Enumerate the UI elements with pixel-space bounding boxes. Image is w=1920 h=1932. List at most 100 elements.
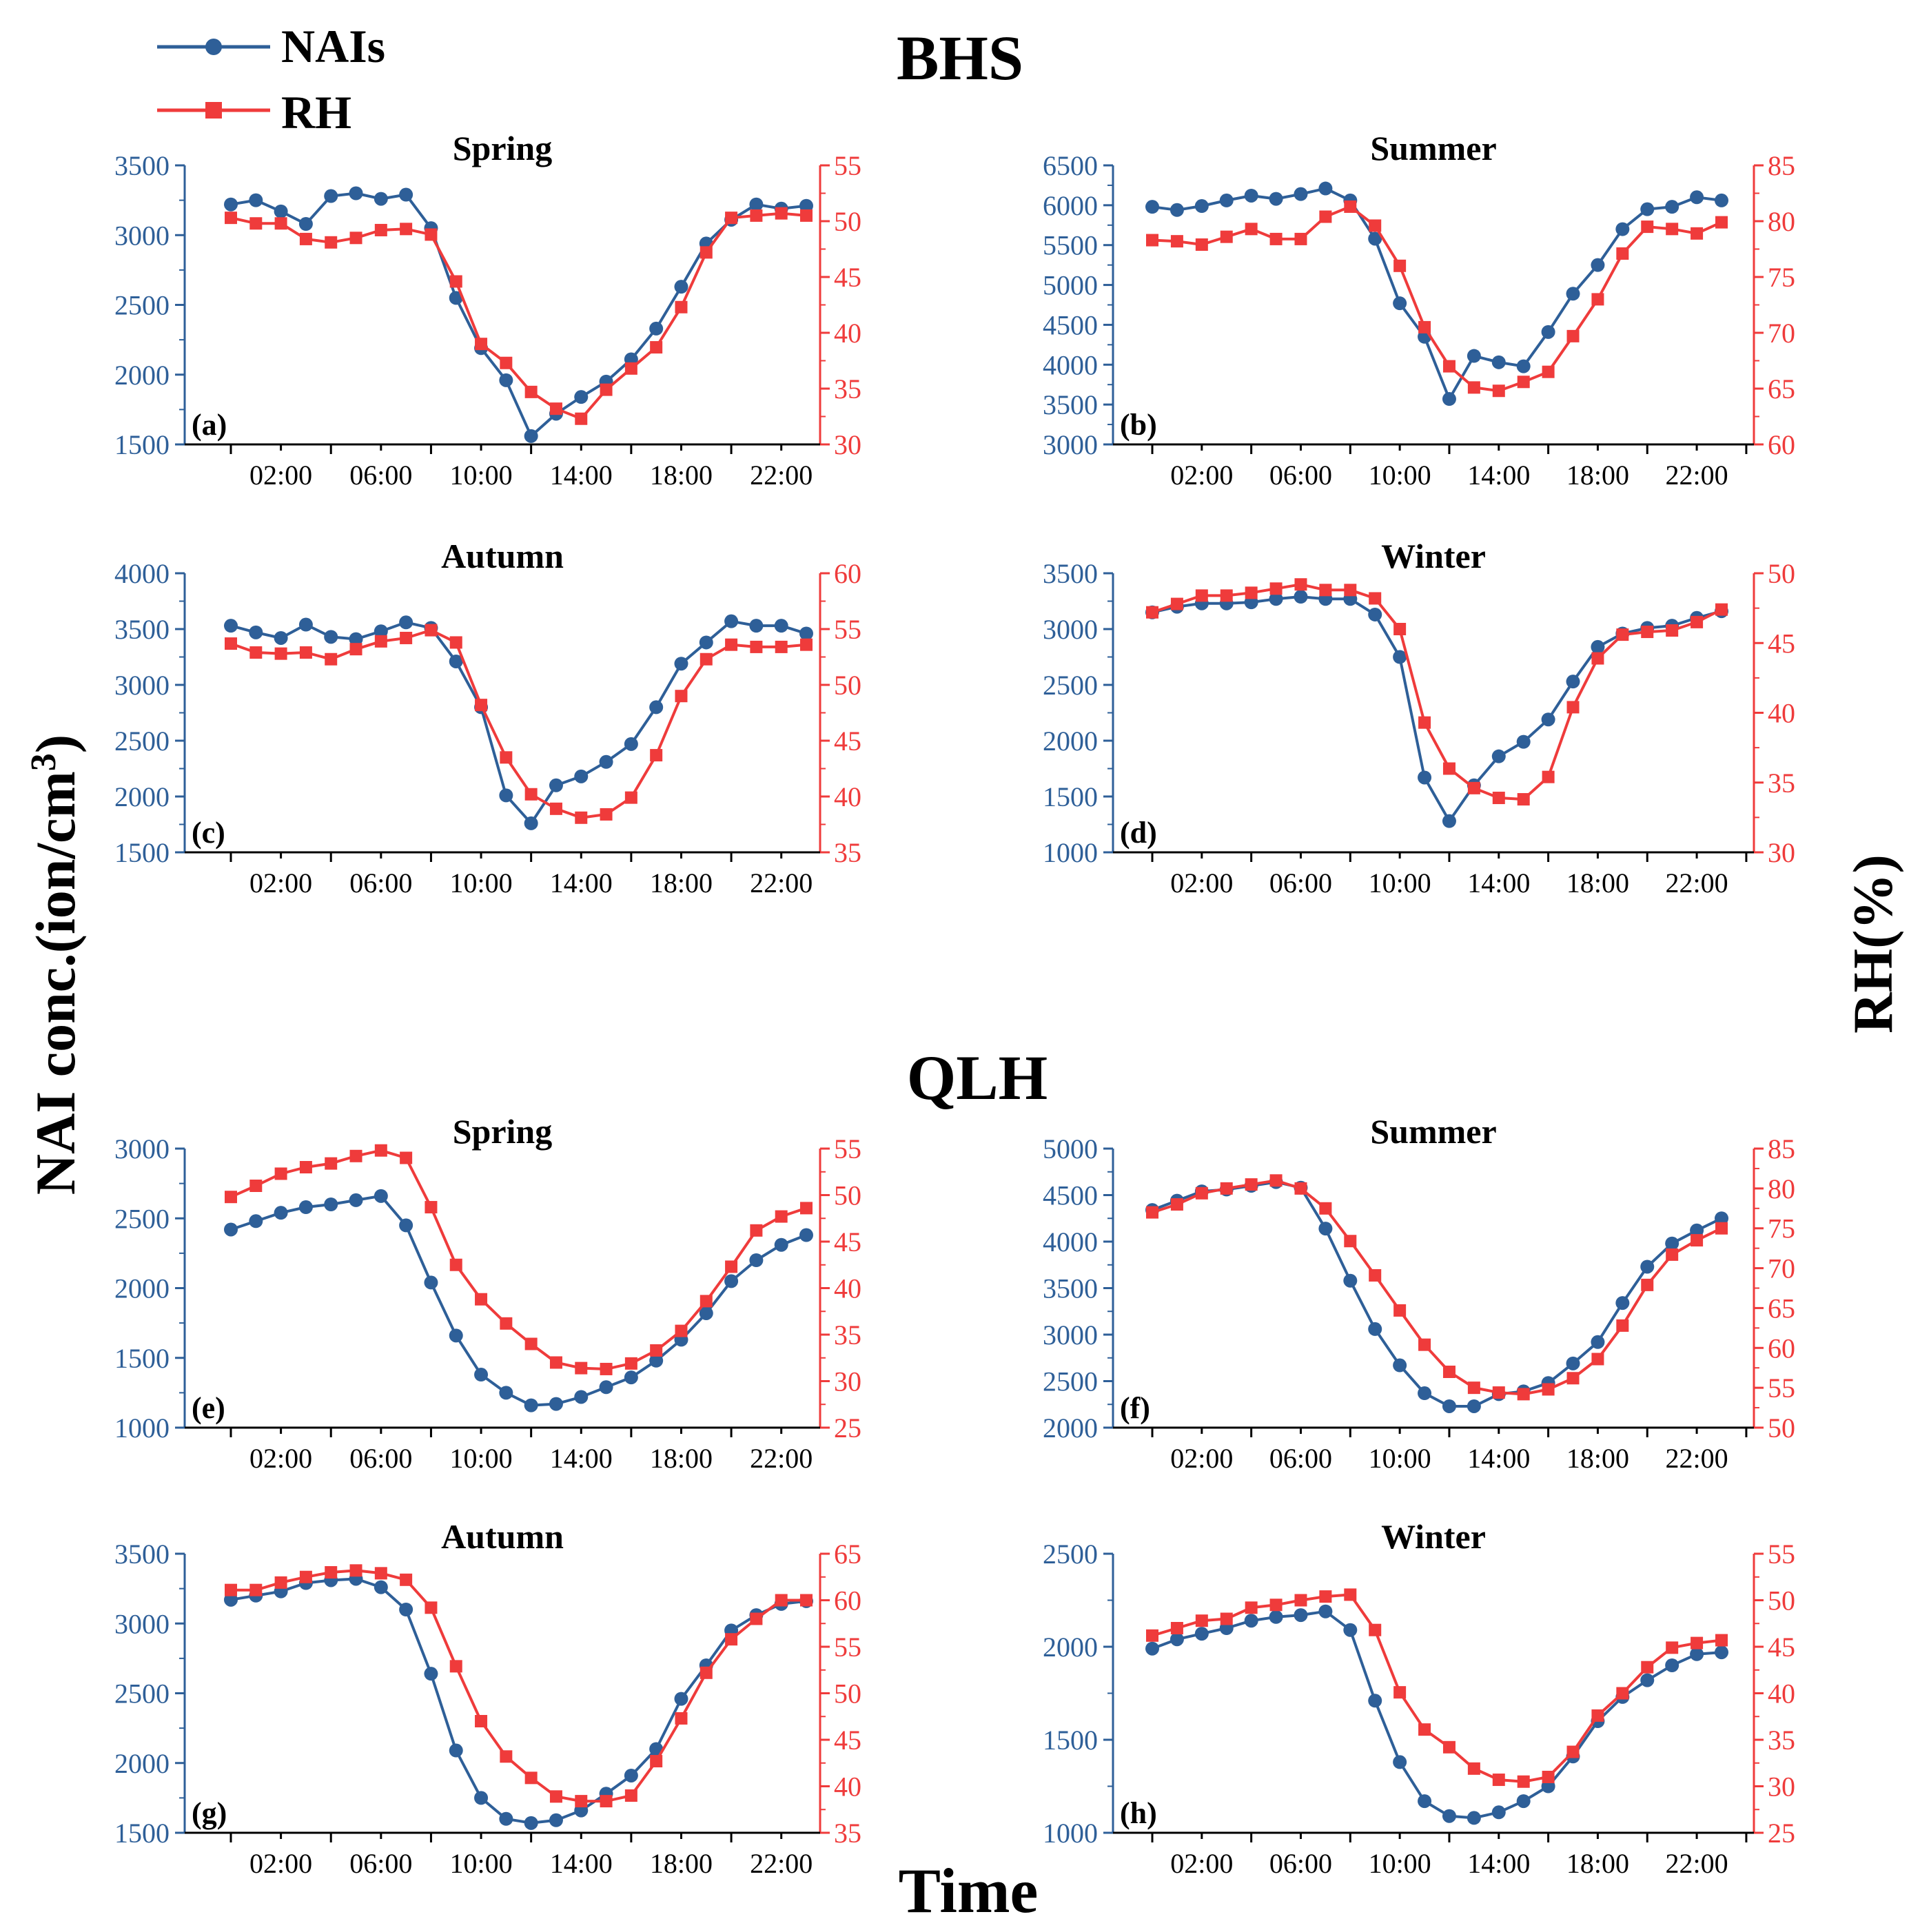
rh-data-point (1393, 1686, 1407, 1699)
rh-data-point (225, 1191, 237, 1204)
nai-data-point (1491, 1805, 1506, 1820)
rh-data-point (675, 690, 688, 703)
site-title-bhs: BHS (897, 23, 1023, 93)
rh-data-point (249, 1180, 263, 1192)
nai-data-point (724, 614, 739, 628)
rh-data-point (1691, 1636, 1704, 1650)
y-axis-label-left: NAI conc.(ion/cm3) (24, 734, 88, 1195)
nai-data-point (574, 769, 589, 783)
x-tick-label: 14:00 (1467, 1848, 1530, 1879)
rh-data-point (1666, 624, 1679, 637)
rh-data-point (475, 1293, 488, 1306)
nai-data-point (298, 1200, 313, 1215)
nai-data-point (774, 1237, 788, 1252)
nai-data-point (799, 198, 813, 213)
rh-data-point (1220, 1182, 1233, 1195)
rh-data-point (1418, 716, 1431, 729)
rh-data-point (1591, 293, 1604, 306)
nai-data-point (274, 630, 288, 645)
nai-data-point (624, 737, 638, 751)
rh-data-point (1393, 623, 1407, 635)
right-tick-label: 55 (834, 1133, 861, 1164)
left-tick-label: 3500 (114, 1539, 170, 1570)
left-tick-label: 2000 (114, 360, 170, 391)
nai-data-point (699, 1306, 713, 1320)
rh-data-point (1715, 1222, 1728, 1235)
rh-data-point (1517, 793, 1530, 806)
nai-data-point (1393, 650, 1407, 664)
x-axis-label-bottom: Time (899, 1856, 1039, 1926)
rh-data-point (1369, 1268, 1382, 1282)
nai-data-point (549, 1813, 563, 1827)
rh-data-point (524, 1337, 538, 1350)
x-tick-label: 22:00 (1666, 1848, 1728, 1879)
left-tick-label: 2500 (114, 1678, 170, 1709)
rh-data-point (1616, 1319, 1629, 1332)
legend-nai-marker (205, 39, 222, 55)
nai-data-point (1541, 325, 1555, 339)
nai-data-point (524, 816, 538, 830)
nai-data-point (1467, 1811, 1481, 1825)
nai-data-point (1368, 607, 1382, 621)
nai-data-point (1145, 1641, 1159, 1656)
rh-data-point (325, 1157, 338, 1170)
rh-data-point (1666, 1248, 1679, 1261)
rh-data-point (1294, 1594, 1307, 1607)
x-tick-label: 10:00 (1369, 1443, 1431, 1474)
nai-data-point (1343, 1623, 1358, 1637)
nai-data-point (1219, 193, 1234, 207)
nai-data-point (524, 1816, 538, 1830)
right-tick-label: 40 (834, 781, 861, 812)
nai-series-line (230, 1194, 807, 1407)
rh-data-point (249, 646, 263, 659)
x-tick-label: 18:00 (650, 1848, 713, 1879)
rh-data-point (575, 1361, 588, 1375)
nai-data-point (1368, 1322, 1382, 1336)
rh-data-point (1418, 1338, 1431, 1351)
left-tick-label: 1500 (114, 1818, 170, 1849)
rh-data-point (374, 635, 387, 648)
rh-data-point (624, 1357, 637, 1370)
nai-data-point (374, 1580, 388, 1594)
nai-data-point (449, 1743, 463, 1758)
rh-data-point (1220, 230, 1233, 243)
nai-data-point (674, 280, 688, 294)
nai-data-point (649, 1742, 664, 1756)
x-tick-label: 02:00 (1170, 867, 1233, 898)
rh-data-point (1442, 762, 1456, 775)
nai-data-point (474, 1368, 489, 1382)
rh-data-point (699, 652, 713, 666)
x-tick-label: 22:00 (1666, 460, 1728, 491)
nai-data-point (1690, 1223, 1704, 1237)
panel-label: (h) (1120, 1796, 1157, 1830)
left-tick-label: 4500 (1043, 309, 1098, 340)
chart-panel-d: 1000 1500 2000 2500 3000 3500 30 35 40 45 50 02:00 0… (1043, 537, 1795, 898)
right-tick-label: 35 (834, 837, 861, 868)
rh-data-point (1294, 578, 1307, 591)
left-tick-label: 3000 (1043, 1319, 1098, 1350)
rh-data-point (1492, 384, 1505, 398)
rh-data-point (400, 631, 413, 644)
rh-data-point (274, 1167, 287, 1180)
rh-data-point (325, 236, 338, 249)
rh-data-point (500, 1750, 513, 1763)
nai-data-point (799, 1228, 813, 1242)
rh-data-point (299, 232, 312, 245)
nai-data-point (349, 1193, 363, 1207)
rh-data-point (1715, 1634, 1728, 1647)
right-tick-label: 80 (1768, 206, 1795, 237)
rh-data-point (1442, 1740, 1456, 1754)
x-tick-label: 22:00 (750, 1443, 813, 1474)
chart-panel-a: 1500 2000 2500 3000 3500 30 35 40 45 50 55 02:00 06:… (114, 129, 861, 491)
nai-data-point (574, 390, 589, 404)
right-tick-label: 50 (834, 670, 861, 701)
right-tick-label: 40 (1768, 1678, 1795, 1709)
left-tick-label: 3000 (114, 1608, 170, 1639)
right-tick-label: 80 (1768, 1173, 1795, 1204)
rh-data-point (299, 1161, 312, 1173)
chart-panel-h: 1000 1500 2000 2500 25 30 35 40 45 50 55 02:00 06:00… (1043, 1517, 1795, 1879)
right-tick-label: 45 (834, 726, 861, 757)
rh-series-line (1152, 205, 1722, 393)
nai-data-point (1418, 1794, 1432, 1809)
